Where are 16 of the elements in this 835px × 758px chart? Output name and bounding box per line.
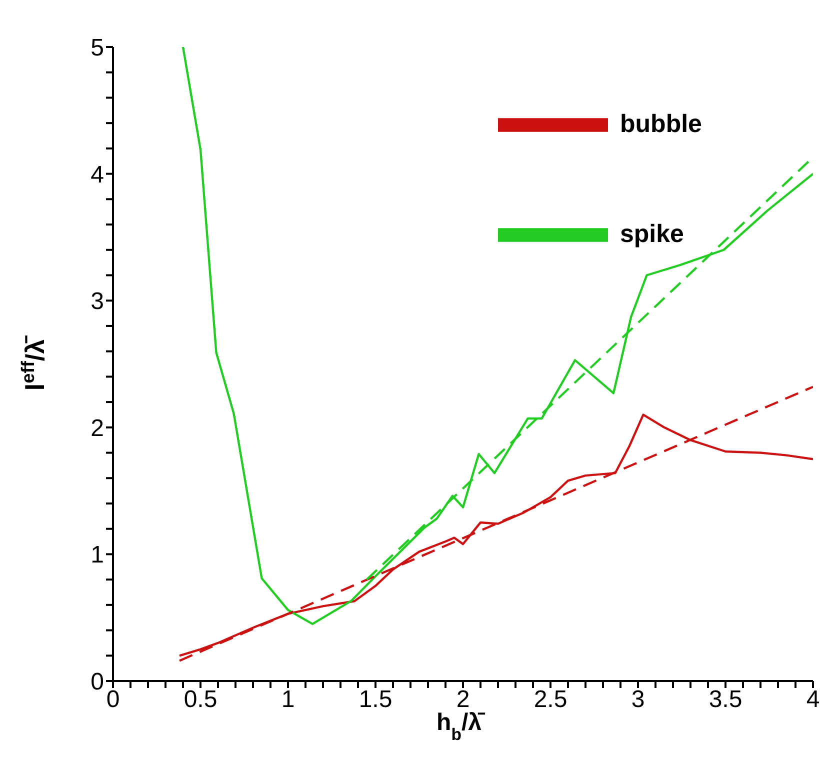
y-tick-label: 0 — [90, 668, 104, 696]
x-tick-label: 4 — [806, 686, 820, 714]
x-tick-label: 3.5 — [708, 686, 742, 714]
x-tick-label: 0.5 — [184, 686, 218, 714]
x-tick-label: 1.5 — [358, 686, 392, 714]
x-tick-label: 3 — [631, 686, 645, 714]
x-tick-label: 2.5 — [534, 686, 568, 714]
legend-label: bubble — [620, 110, 702, 138]
line-series — [182, 47, 813, 626]
y-tick-label: 4 — [90, 161, 104, 188]
y-tick-label: 5 — [90, 34, 104, 62]
y-tick-label: 3 — [90, 288, 104, 316]
y-tick-label: 2 — [90, 414, 104, 442]
x-tick-label: 1 — [281, 686, 295, 714]
y-tick-label: 1 — [90, 542, 104, 569]
legend-label: spike — [620, 220, 684, 248]
